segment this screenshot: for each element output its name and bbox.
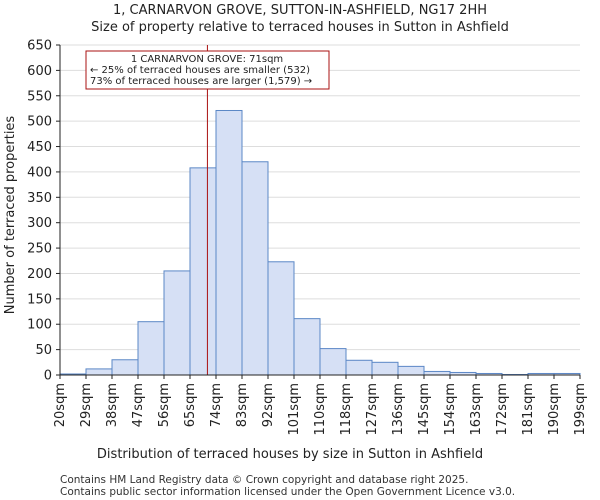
x-tick-label: 38sqm bbox=[105, 383, 120, 427]
x-tick-label: 190sqm bbox=[547, 383, 562, 436]
bar-29sqm bbox=[85, 368, 113, 376]
y-tick-label: 400 bbox=[27, 165, 52, 180]
x-tick-label: 172sqm bbox=[495, 383, 510, 436]
annotation-line3: 73% of terraced houses are larger (1,579… bbox=[90, 76, 312, 87]
y-tick-label: 650 bbox=[27, 39, 52, 54]
y-tick-label: 600 bbox=[27, 64, 52, 79]
x-tick-label: 118sqm bbox=[339, 383, 354, 436]
x-tick-label: 163sqm bbox=[469, 383, 484, 436]
chart-title-line1: 1, CARNARVON GROVE, SUTTON-IN-ASHFIELD, … bbox=[113, 3, 487, 18]
x-tick-label: 65sqm bbox=[183, 383, 198, 427]
x-tick-label: 110sqm bbox=[313, 383, 328, 436]
y-tick-label: 150 bbox=[27, 292, 52, 307]
bar-38sqm bbox=[111, 359, 139, 376]
bar-101sqm bbox=[293, 318, 321, 376]
x-tick-label: 199sqm bbox=[573, 383, 588, 436]
y-tick-label: 0 bbox=[44, 369, 52, 384]
bar-145sqm bbox=[423, 370, 451, 376]
x-tick-label: 154sqm bbox=[443, 383, 458, 436]
x-tick-label: 56sqm bbox=[157, 383, 172, 427]
x-tick-label: 181sqm bbox=[521, 383, 536, 436]
y-tick-label: 50 bbox=[35, 343, 52, 358]
y-tick-label: 100 bbox=[27, 318, 52, 333]
annotation-line2: ← 25% of terraced houses are smaller (53… bbox=[90, 65, 310, 76]
x-tick-label: 101sqm bbox=[287, 383, 302, 436]
y-tick-label: 350 bbox=[27, 191, 52, 206]
x-tick-label: 20sqm bbox=[53, 383, 68, 427]
bar-83sqm bbox=[241, 161, 269, 376]
x-tick-label: 83sqm bbox=[235, 383, 250, 427]
y-axis-label: Number of terraced properties bbox=[3, 116, 18, 315]
footer-line2: Contains public sector information licen… bbox=[60, 486, 515, 498]
footer-line1: Contains HM Land Registry data © Crown c… bbox=[60, 474, 468, 486]
y-tick-label: 300 bbox=[27, 216, 52, 231]
chart-title-line2: Size of property relative to terraced ho… bbox=[91, 20, 509, 35]
bar-74sqm bbox=[215, 109, 243, 376]
x-tick-label: 136sqm bbox=[391, 383, 406, 436]
x-tick-label: 74sqm bbox=[209, 383, 224, 427]
y-tick-label: 200 bbox=[27, 267, 52, 282]
x-tick-label: 47sqm bbox=[131, 383, 146, 427]
bar-127sqm bbox=[371, 361, 399, 376]
bars-group bbox=[59, 109, 581, 376]
bar-110sqm bbox=[319, 348, 347, 376]
bar-47sqm bbox=[137, 321, 165, 376]
x-tick-label: 145sqm bbox=[417, 383, 432, 436]
x-tick-label: 92sqm bbox=[261, 383, 276, 427]
annotation-box bbox=[85, 50, 330, 90]
bar-56sqm bbox=[163, 270, 191, 376]
x-tick-label: 29sqm bbox=[79, 383, 94, 427]
y-tick-label: 250 bbox=[27, 242, 52, 257]
y-tick-label: 500 bbox=[27, 115, 52, 130]
y-tick-label: 550 bbox=[27, 89, 52, 104]
y-tick-label: 450 bbox=[27, 140, 52, 155]
annotation-line1: 1 CARNARVON GROVE: 71sqm bbox=[131, 54, 283, 65]
bar-92sqm bbox=[267, 261, 295, 376]
bar-136sqm bbox=[397, 365, 425, 376]
y-axis-ticks: 0 50 100 150 200 250 300 350 400 450 500 550 600 650 bbox=[27, 39, 60, 384]
bar-65sqm bbox=[189, 167, 217, 376]
x-tick-label: 127sqm bbox=[365, 383, 380, 436]
x-axis-ticks: 20sqm 29sqm 38sqm 47sqm 56sqm 65sqm 74sqm 83sqm… bbox=[53, 375, 588, 436]
x-axis-label: Distribution of terraced houses by size … bbox=[97, 447, 483, 462]
bar-118sqm bbox=[345, 359, 373, 376]
